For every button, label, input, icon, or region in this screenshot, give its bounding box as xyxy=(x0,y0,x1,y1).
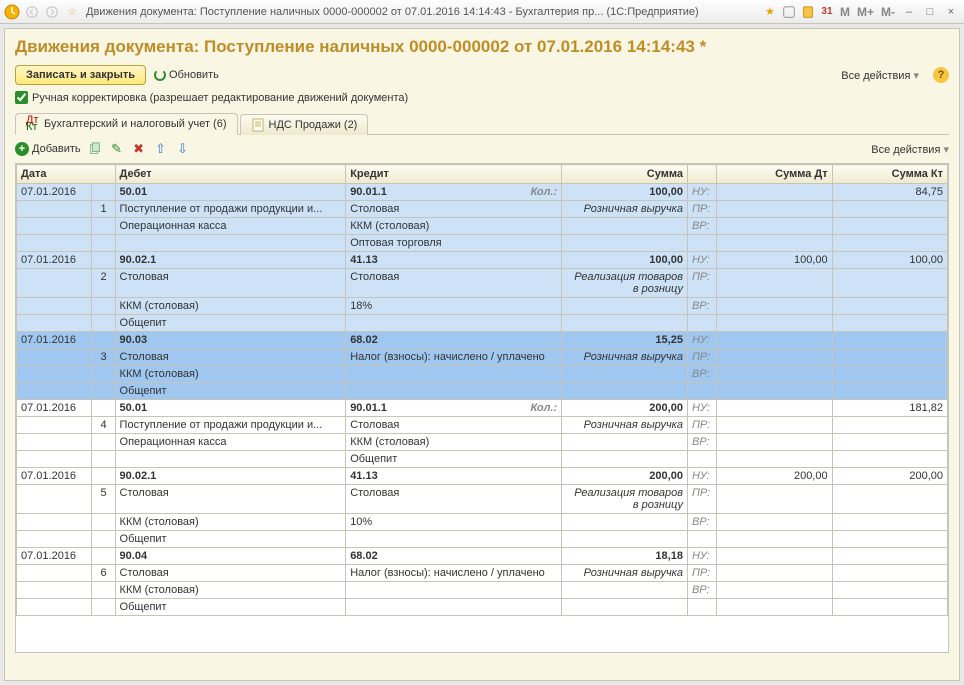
calc-icon[interactable] xyxy=(800,4,816,20)
table-row[interactable]: 3СтоловаяНалог (взносы): начислено / упл… xyxy=(17,349,948,366)
fav-empty-icon[interactable]: ☆ xyxy=(64,4,80,20)
table-row[interactable]: 5СтоловаяСтоловаяРеализация товаров в ро… xyxy=(17,485,948,514)
titlebar-left: ☆ xyxy=(4,4,80,20)
page-title: Движения документа: Поступление наличных… xyxy=(15,37,949,57)
header-row: Дата Дебет Кредит Сумма Сумма Дт Сумма К… xyxy=(17,165,948,184)
table-row[interactable]: 6СтоловаяНалог (взносы): начислено / упл… xyxy=(17,565,948,582)
table-row[interactable]: Оптовая торговля xyxy=(17,235,948,252)
history-icon[interactable] xyxy=(781,4,797,20)
refresh-label: Обновить xyxy=(169,69,219,81)
add-label: Добавить xyxy=(32,143,81,155)
manual-edit-label: Ручная корректировка (разрешает редактир… xyxy=(32,92,408,104)
move-down-icon[interactable]: ⇩ xyxy=(175,141,191,157)
minimize-button[interactable]: – xyxy=(900,4,918,20)
edit-icon[interactable]: ✎ xyxy=(109,141,125,157)
m-icon[interactable]: M xyxy=(838,5,852,19)
copy-icon[interactable] xyxy=(87,141,103,157)
table-row[interactable]: ККМ (столовая)10%ВР: xyxy=(17,514,948,531)
table-row[interactable]: Общепит xyxy=(17,451,948,468)
table-row[interactable]: 07.01.201650.0190.01.1Кол.:200,00НУ:181,… xyxy=(17,400,948,417)
dt-kt-icon: ДтКт xyxy=(26,117,40,131)
col-sumdt[interactable]: Сумма Дт xyxy=(717,165,832,184)
table-row[interactable]: Операционная кассаККМ (столовая)ВР: xyxy=(17,218,948,235)
refresh-button[interactable]: Обновить xyxy=(154,69,219,81)
col-sumkt[interactable]: Сумма Кт xyxy=(832,165,947,184)
move-up-icon[interactable]: ⇧ xyxy=(153,141,169,157)
table-row[interactable]: ККМ (столовая)ВР: xyxy=(17,366,948,383)
col-sum[interactable]: Сумма xyxy=(562,165,688,184)
tabs: ДтКт Бухгалтерский и налоговый учет (6) … xyxy=(15,112,949,135)
maximize-button[interactable]: □ xyxy=(921,4,939,20)
close-button[interactable]: × xyxy=(942,4,960,20)
table-row[interactable]: ККМ (столовая)18%ВР: xyxy=(17,298,948,315)
table-row[interactable]: Операционная кассаККМ (столовая)ВР: xyxy=(17,434,948,451)
main-panel: Движения документа: Поступление наличных… xyxy=(4,28,960,681)
col-blank xyxy=(687,165,716,184)
entries-grid[interactable]: Дата Дебет Кредит Сумма Сумма Дт Сумма К… xyxy=(15,163,949,653)
table-row[interactable]: 07.01.201690.02.141.13200,00НУ:200,00200… xyxy=(17,468,948,485)
nav-fwd-icon[interactable] xyxy=(44,4,60,20)
titlebar-right: ★ 31 M M+ M- – □ × xyxy=(762,4,960,20)
tab-nds-label: НДС Продажи (2) xyxy=(269,119,358,131)
manual-edit-checkbox[interactable]: Ручная корректировка (разрешает редактир… xyxy=(15,91,949,104)
nav-back-icon[interactable] xyxy=(24,4,40,20)
app-icon xyxy=(4,4,20,20)
window-title: Движения документа: Поступление наличных… xyxy=(86,6,699,18)
m-minus-icon[interactable]: M- xyxy=(879,5,897,19)
help-icon[interactable]: ? xyxy=(933,67,949,83)
titlebar: ☆ Движения документа: Поступление наличн… xyxy=(0,0,964,24)
table-row[interactable]: ККМ (столовая)ВР: xyxy=(17,582,948,599)
table-row[interactable]: 4Поступление от продажи продукции и...Ст… xyxy=(17,417,948,434)
grid-all-actions-dropdown[interactable]: Все действия xyxy=(871,143,949,156)
table-row[interactable]: 1Поступление от продажи продукции и...Ст… xyxy=(17,201,948,218)
plus-icon: + xyxy=(15,142,29,156)
all-actions-dropdown[interactable]: Все действия xyxy=(841,69,919,82)
manual-edit-checkbox-input[interactable] xyxy=(15,91,28,104)
refresh-icon xyxy=(154,69,166,81)
col-credit[interactable]: Кредит xyxy=(346,165,562,184)
calendar-icon[interactable]: 31 xyxy=(819,4,835,20)
col-date[interactable]: Дата xyxy=(17,165,116,184)
table-row[interactable]: 2СтоловаяСтоловаяРеализация товаров в ро… xyxy=(17,269,948,298)
fav-star-icon[interactable]: ★ xyxy=(762,4,778,20)
sheet-icon xyxy=(251,118,265,132)
toolbar-grid: + Добавить ✎ ✖ ⇧ ⇩ Все действия xyxy=(15,135,949,163)
add-button[interactable]: + Добавить xyxy=(15,142,81,156)
table-row[interactable]: 07.01.201690.0468.0218,18НУ: xyxy=(17,548,948,565)
table-row[interactable]: 07.01.201650.0190.01.1Кол.:100,00НУ:84,7… xyxy=(17,184,948,201)
toolbar-primary: Записать и закрыть Обновить Все действия… xyxy=(15,65,949,85)
m-plus-icon[interactable]: M+ xyxy=(855,5,876,19)
table-row[interactable]: Общепит xyxy=(17,315,948,332)
delete-icon[interactable]: ✖ xyxy=(131,141,147,157)
table-row[interactable]: Общепит xyxy=(17,599,948,616)
table-row[interactable]: Общепит xyxy=(17,531,948,548)
col-debit[interactable]: Дебет xyxy=(115,165,346,184)
table-row[interactable]: 07.01.201690.0368.0215,25НУ: xyxy=(17,332,948,349)
table-row[interactable]: 07.01.201690.02.141.13100,00НУ:100,00100… xyxy=(17,252,948,269)
table-row[interactable]: Общепит xyxy=(17,383,948,400)
write-and-close-button[interactable]: Записать и закрыть xyxy=(15,65,146,85)
tab-accounting[interactable]: ДтКт Бухгалтерский и налоговый учет (6) xyxy=(15,113,238,135)
tab-nds[interactable]: НДС Продажи (2) xyxy=(240,114,369,135)
tab-accounting-label: Бухгалтерский и налоговый учет (6) xyxy=(44,118,227,130)
